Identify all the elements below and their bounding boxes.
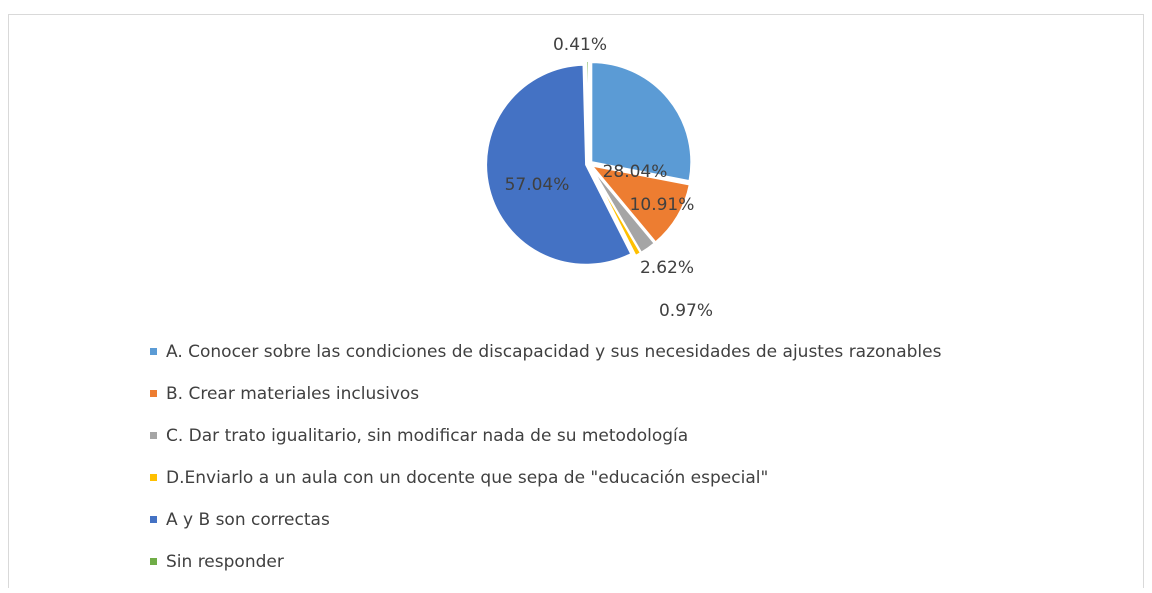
legend-label: B. Crear materiales inclusivos bbox=[166, 384, 419, 404]
legend-swatch bbox=[150, 390, 157, 397]
data-label: 57.04% bbox=[505, 175, 570, 195]
data-label: 28.04% bbox=[603, 162, 668, 182]
data-label: 0.97% bbox=[659, 301, 713, 321]
pie-slice bbox=[585, 60, 590, 162]
legend-label: C. Dar trato igualitario, sin modificar … bbox=[166, 426, 688, 446]
pie-slice bbox=[485, 63, 633, 266]
pie-slice bbox=[589, 164, 691, 244]
legend-label: A y B son correctas bbox=[166, 510, 330, 530]
legend-swatch bbox=[150, 516, 157, 523]
data-label: 2.62% bbox=[640, 258, 694, 278]
legend-label: A. Conocer sobre las condiciones de disc… bbox=[166, 342, 942, 362]
pie-slice bbox=[590, 61, 693, 183]
legend-label: D.Enviarlo a un aula con un docente que … bbox=[166, 468, 768, 488]
data-label: 0.41% bbox=[553, 35, 607, 55]
data-label: 10.91% bbox=[630, 195, 695, 215]
legend-label: Sin responder bbox=[166, 552, 284, 572]
legend-swatch bbox=[150, 432, 157, 439]
legend-swatch bbox=[150, 348, 157, 355]
legend-swatch bbox=[150, 558, 157, 565]
pie-slice bbox=[589, 166, 643, 258]
legend-swatch bbox=[150, 474, 157, 481]
